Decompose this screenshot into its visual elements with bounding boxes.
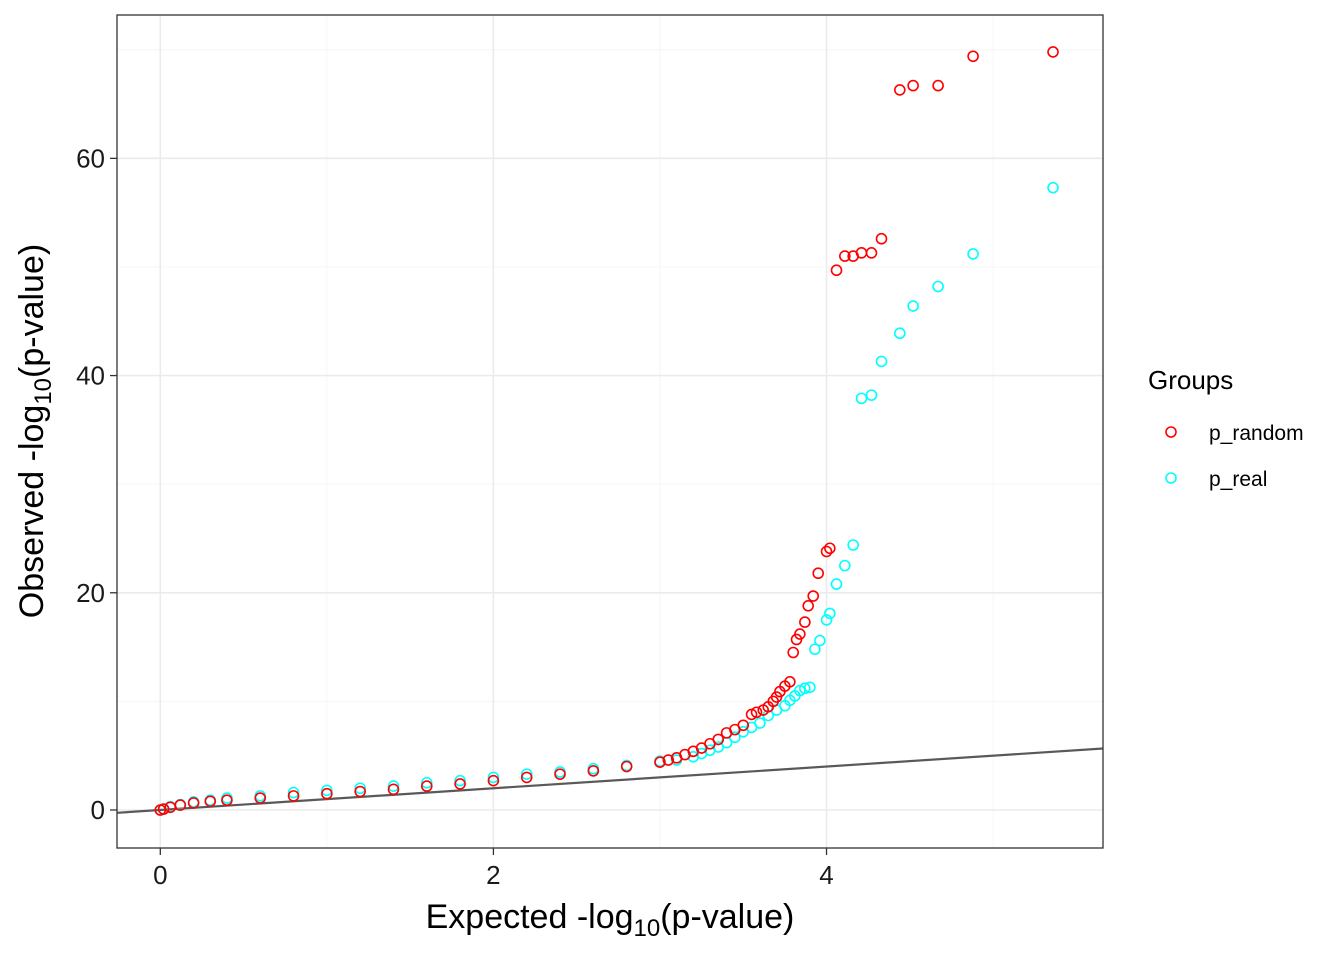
minor-gridlines <box>117 15 1103 848</box>
y-tick-label: 40 <box>76 361 105 391</box>
x-axis-ticks: 0 2 4 <box>153 848 834 890</box>
point-p_real <box>875 355 888 368</box>
point-p_real <box>804 681 816 694</box>
point-p_random <box>662 754 675 766</box>
point-p_random <box>847 250 859 262</box>
point-p_real <box>737 725 750 738</box>
point-p_random <box>487 774 500 787</box>
point-p_random <box>354 785 366 798</box>
y-axis-ticks: 0 20 40 60 <box>76 143 117 825</box>
y-axis-title-suffix: (p-value) <box>13 244 51 378</box>
point-p_random <box>287 790 300 802</box>
point-p_random <box>620 760 633 773</box>
legend-title: Groups <box>1148 365 1233 395</box>
point-p_random <box>839 250 851 262</box>
x-tick-label: 0 <box>153 860 167 890</box>
point-p_random <box>420 780 433 792</box>
y-axis-title-prefix: Observed -log <box>13 405 51 619</box>
x-axis-title-suffix: (p-value) <box>660 898 794 936</box>
y-axis-title-subscript: 10 <box>30 378 57 405</box>
point-p_real <box>932 280 944 293</box>
legend-key-p_random <box>1165 426 1177 438</box>
point-p_random <box>720 727 733 739</box>
legend-items: p_random p_real <box>1165 422 1304 491</box>
point-p_random <box>204 795 217 808</box>
point-p_random <box>221 794 233 807</box>
point-p_random <box>787 646 800 659</box>
point-p_random <box>820 545 833 558</box>
point-p_random <box>865 247 878 259</box>
point-p_real <box>967 248 979 260</box>
legend-key-p_real <box>1165 472 1177 484</box>
point-p_random <box>587 765 600 777</box>
point-p_random <box>799 616 811 628</box>
point-p_real <box>820 614 833 626</box>
panel-border <box>116 14 1104 849</box>
point-p_random <box>187 797 200 809</box>
x-tick-label: 4 <box>819 860 833 890</box>
legend: Groups p_random p_real <box>1148 365 1304 491</box>
reference-line <box>116 747 1104 814</box>
point-p_real <box>1047 181 1059 194</box>
point-p_real <box>487 771 500 784</box>
point-p_random <box>802 600 814 612</box>
x-axis-title: Expected -log10(p-value) <box>426 898 795 942</box>
point-p_random <box>757 704 770 716</box>
point-p_real <box>687 750 700 763</box>
point-p_real <box>287 786 300 799</box>
point-p_random <box>745 708 758 721</box>
point-p_random <box>554 768 566 780</box>
data-points <box>154 46 1059 816</box>
reference-line-segment <box>116 747 1104 814</box>
x-axis-title-subscript: 10 <box>634 915 661 942</box>
x-axis-title-prefix: Expected -log <box>426 898 634 936</box>
point-p_random <box>454 778 466 790</box>
point-p_real <box>420 777 433 789</box>
y-tick-label: 20 <box>76 578 105 608</box>
major-gridlines <box>117 15 1103 848</box>
point-p_random <box>790 633 803 646</box>
point-p_random <box>254 792 267 804</box>
point-p_random <box>654 756 666 769</box>
point-p_random <box>1047 46 1059 58</box>
point-p_real <box>839 559 851 572</box>
point-p_random <box>387 783 400 796</box>
point-p_real <box>387 780 400 792</box>
point-p_real <box>354 782 366 795</box>
point-p_real <box>454 774 466 787</box>
point-p_random <box>830 264 843 277</box>
point-p_real <box>321 784 333 797</box>
y-tick-label: 60 <box>76 143 105 173</box>
point-p_random <box>875 232 888 245</box>
point-p_random <box>812 567 824 580</box>
point-p_random <box>907 79 919 92</box>
point-p_real <box>894 327 906 340</box>
point-p_random <box>807 590 819 602</box>
point-p_random <box>967 50 979 63</box>
point-p_real <box>814 634 826 647</box>
point-p_random <box>520 771 533 784</box>
point-p_random <box>670 752 683 764</box>
point-p_real <box>865 389 878 401</box>
legend-label-p_real: p_real <box>1209 468 1267 491</box>
point-p_real <box>855 392 868 405</box>
x-tick-label: 2 <box>486 860 500 890</box>
point-p_random <box>894 84 906 96</box>
point-p_real <box>907 300 919 312</box>
y-axis-title: Observed -log10(p-value) <box>13 244 57 618</box>
point-p_real <box>847 539 859 551</box>
point-p_random <box>321 787 333 800</box>
point-p_real <box>824 607 836 620</box>
point-p_random <box>932 79 944 92</box>
point-p_random <box>154 804 167 816</box>
point-p_real <box>830 578 843 590</box>
point-p_random <box>824 542 836 555</box>
point-p_real <box>520 768 533 780</box>
y-tick-label: 0 <box>91 795 105 825</box>
point-p_real <box>809 643 821 656</box>
legend-label-p_random: p_random <box>1209 422 1304 445</box>
